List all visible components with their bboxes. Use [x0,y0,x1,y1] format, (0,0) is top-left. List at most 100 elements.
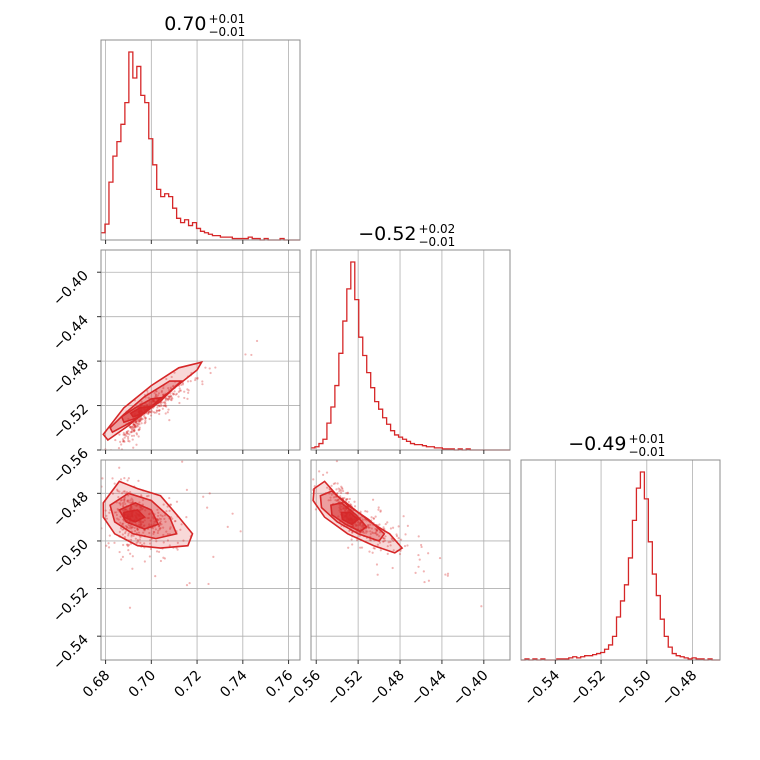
pair-2-point [392,549,395,552]
pair-2-point [364,529,368,533]
pair-1-point [158,522,161,525]
pair-1-point [121,555,124,558]
pair-0-point [164,404,167,407]
pair-0-point [135,426,138,429]
col-0-xtick-label: 0.70 [126,668,159,701]
pair-2-point [384,535,387,538]
pair-0-point [140,419,143,422]
histogram-2-frame [520,459,721,661]
pair-0-point [168,397,171,400]
pair-0-point [201,383,204,386]
pair-1-point [152,532,155,535]
pair-1-point [132,534,135,537]
pair-2-point [348,529,351,532]
pair-0-point [138,420,141,423]
pair-2-point [446,574,449,577]
pair-0-point [133,426,136,429]
pair-0-point [167,408,170,411]
pair-1-point [125,526,128,529]
pair-0-point [147,410,150,413]
pair-1-point [164,520,167,523]
pair-2-point [359,546,362,549]
pair-2-point [367,524,370,527]
pair-1-point [131,555,134,558]
pair-1-point [119,515,122,518]
pair-1-point [104,509,107,512]
col-1-xtick-label: −0.44 [408,667,450,709]
pair-0-point [125,431,128,434]
pair-0-contour-3 [129,405,151,418]
pair-1-point [111,477,114,480]
pair-0-point [122,439,125,442]
pair-1-point [101,477,104,480]
pair-2-point [338,488,342,491]
pair-2-point [326,486,329,489]
pair-2-point [376,529,379,532]
pair-1-point [121,528,124,531]
pair-2-point [347,500,350,504]
pair-0-point [135,433,139,436]
pair-1-point [176,548,179,551]
pair-1-point [127,494,130,497]
pair-2-point [336,492,339,495]
pair-2-point [336,498,339,501]
pair-0-point [136,422,139,426]
pair-2-point [330,484,333,487]
pair-2-point [391,538,394,541]
pair-1-point [159,523,162,526]
pair-0-scatter [104,339,259,450]
col-2-xtick-label: −0.50 [613,668,655,710]
pair-0-point [154,393,157,396]
pair-1-point [166,539,170,542]
pair-1-point [162,533,165,537]
pair-0-point [178,389,181,392]
param-2-title-lower: −0.01 [629,445,666,459]
pair-0-point [134,425,137,428]
pair-0-point [139,417,142,420]
pair-1-point [123,498,126,501]
pair-0-point [122,440,125,443]
pair-2-point [323,436,325,438]
pair-0-point [144,417,147,420]
pair-0-point [171,397,174,400]
pair-0-point [156,404,159,407]
pair-0-point [155,409,158,412]
pair-2-point [375,529,378,532]
pair-0-point [152,410,155,414]
param-2-title-upper: +0.01 [629,432,666,446]
pair-1-point [154,528,158,531]
pair-2-point [370,516,373,519]
pair-2-point [406,524,409,527]
pair-1-point [157,529,160,532]
pair-0-point [129,426,132,429]
pair-2-point [382,536,385,540]
pair-1-point [231,512,234,515]
pair-0-point [183,396,186,400]
pair-2-point [379,509,382,512]
param-1-title-lower: −0.01 [419,235,456,249]
pair-1-point [162,526,165,529]
pair-2-point [371,531,374,534]
pair-0-point [140,416,143,419]
pair-1-point [175,500,179,503]
pair-0-point [140,400,143,403]
pair-2-point [341,496,344,500]
pair-1-point [181,460,184,463]
pair-0-point [204,366,207,369]
pair-1-point [138,501,141,504]
pair-1-point [226,525,229,528]
pair-0-point [144,419,147,422]
pair-0-point [208,367,211,370]
pair-1-point [127,534,130,537]
pair-0-point [154,395,157,398]
pair-2-point [367,526,370,529]
pair-0-point [146,389,149,393]
col-0-xtick-label: 0.74 [217,667,250,700]
pair-2-point [423,580,426,584]
pair-2-point [362,529,365,533]
pair-2-point [371,498,375,501]
pair-1-point [128,524,131,528]
pair-0-point [186,397,189,400]
pair-2-point [351,531,354,534]
col-2-xtick-label: −0.52 [567,668,609,710]
